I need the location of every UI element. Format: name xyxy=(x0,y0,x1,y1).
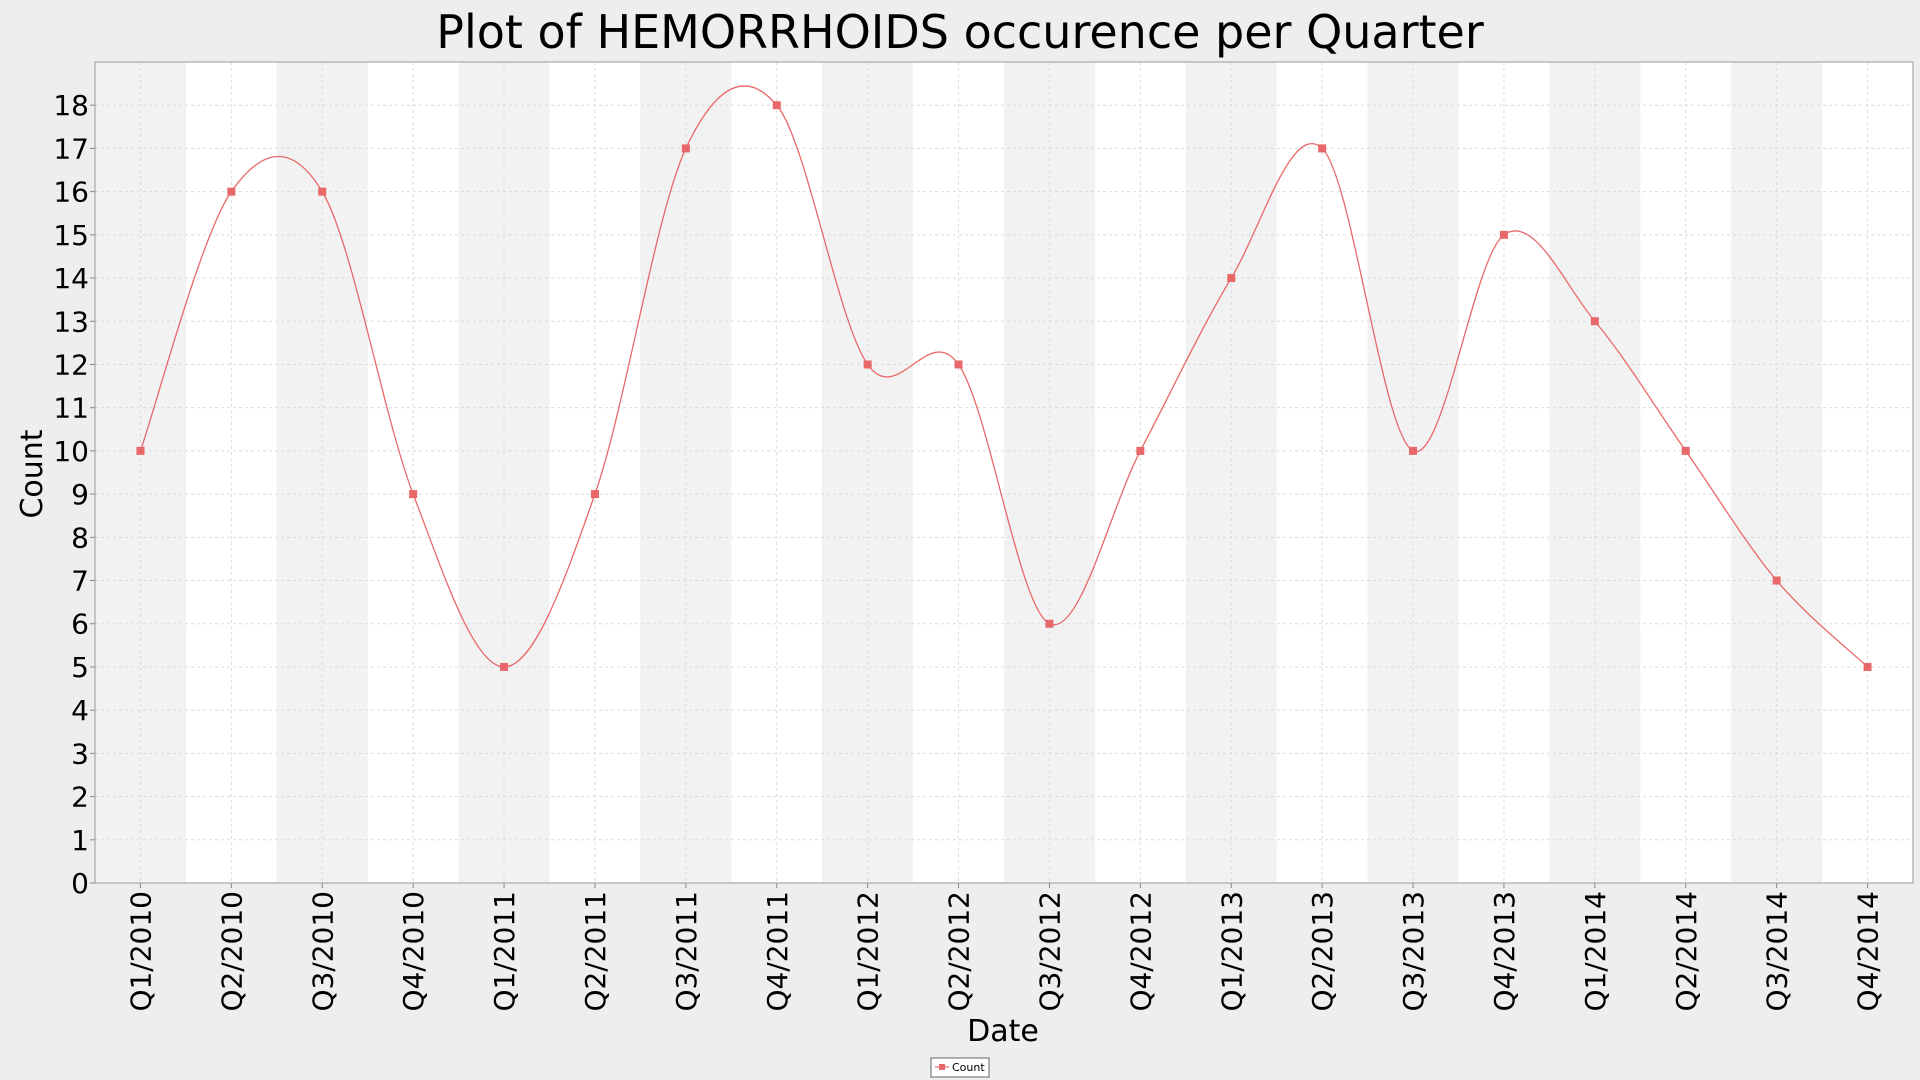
y-tick-label: 15 xyxy=(53,219,89,252)
series-layer xyxy=(136,85,1872,671)
y-tick-label: 12 xyxy=(53,348,89,381)
data-point xyxy=(1772,576,1781,585)
x-tick-label: Q4/2010 xyxy=(397,891,430,1012)
data-point xyxy=(318,187,327,196)
data-point xyxy=(772,101,781,110)
y-tick-label: 2 xyxy=(71,781,89,814)
y-tick-label: 11 xyxy=(53,392,89,425)
y-tick-label: 10 xyxy=(53,435,89,468)
y-tick-label: 14 xyxy=(53,262,89,295)
x-tick-label: Q3/2013 xyxy=(1397,891,1430,1012)
data-point xyxy=(1045,619,1054,628)
data-point xyxy=(227,187,236,196)
y-tick-label: 7 xyxy=(71,565,89,598)
data-point xyxy=(590,490,599,499)
x-axis: Q1/2010 Q2/2010 Q3/2010 Q4/2010 Q1/2011 Q2/20… xyxy=(124,883,1885,1012)
data-point xyxy=(1681,446,1690,455)
y-tick-label: 16 xyxy=(53,176,89,209)
legend-marker-icon xyxy=(939,1064,945,1070)
y-tick-label: 17 xyxy=(53,132,89,165)
y-tick-label: 18 xyxy=(53,89,89,122)
y-tick-label: 5 xyxy=(71,651,89,684)
background-bands xyxy=(95,62,1913,883)
y-tick-label: 13 xyxy=(53,305,89,338)
data-point xyxy=(1227,274,1236,283)
x-tick-label: Q3/2012 xyxy=(1033,891,1066,1012)
y-tick-label: 8 xyxy=(71,521,89,554)
x-tick-label: Q4/2014 xyxy=(1852,891,1885,1012)
series-line-count xyxy=(139,85,1868,668)
plot-area-border xyxy=(94,61,1914,884)
data-point xyxy=(863,360,872,369)
x-tick-label: Q1/2010 xyxy=(124,891,157,1012)
y-tick-label: 6 xyxy=(71,608,89,641)
data-point xyxy=(1863,662,1872,671)
x-tick-label: Q4/2011 xyxy=(761,891,794,1012)
y-tick-label: 4 xyxy=(71,694,89,727)
x-tick-label: Q3/2011 xyxy=(670,891,703,1012)
chart-title: Plot of HEMORRHOIDS occurence per Quarte… xyxy=(436,5,1484,59)
x-axis-label: Date xyxy=(967,1014,1039,1049)
data-point xyxy=(681,144,690,153)
data-point xyxy=(409,490,418,499)
x-tick-label: Q1/2011 xyxy=(488,891,521,1012)
legend: Count xyxy=(930,1057,990,1078)
x-tick-label: Q1/2012 xyxy=(852,891,885,1012)
y-tick-label: 3 xyxy=(71,737,89,770)
x-tick-label: Q3/2014 xyxy=(1761,891,1794,1012)
y-tick-label: 0 xyxy=(71,867,89,900)
x-tick-label: Q2/2014 xyxy=(1670,891,1703,1012)
x-tick-label: Q2/2013 xyxy=(1306,891,1339,1012)
data-point xyxy=(500,662,509,671)
x-tick-label: Q3/2010 xyxy=(306,891,339,1012)
legend-entry-label: Count xyxy=(952,1061,985,1074)
data-point xyxy=(1318,144,1327,153)
y-tick-label: 1 xyxy=(71,824,89,857)
x-tick-label: Q1/2014 xyxy=(1579,891,1612,1012)
data-point xyxy=(1590,317,1599,326)
data-point xyxy=(1409,446,1418,455)
legend-box xyxy=(930,1057,990,1078)
x-tick-label: Q2/2010 xyxy=(215,891,248,1012)
data-point xyxy=(1499,230,1508,239)
data-point xyxy=(1136,446,1145,455)
x-tick-label: Q1/2013 xyxy=(1215,891,1248,1012)
data-point xyxy=(136,446,145,455)
y-tick-label: 9 xyxy=(71,478,89,511)
x-tick-label: Q2/2012 xyxy=(943,891,976,1012)
data-point xyxy=(954,360,963,369)
x-tick-label: Q2/2011 xyxy=(579,891,612,1012)
x-tick-label: Q4/2013 xyxy=(1488,891,1521,1012)
y-axis-label: Count xyxy=(15,429,50,518)
x-tick-label: Q4/2012 xyxy=(1124,891,1157,1012)
